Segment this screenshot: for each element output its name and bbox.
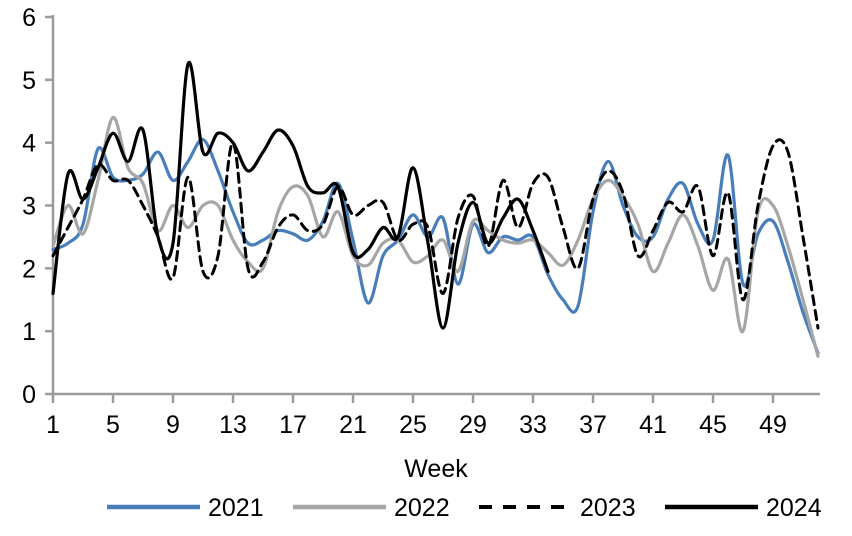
series-line-2024 bbox=[51, 60, 550, 330]
y-tick-label: 6 bbox=[22, 4, 36, 32]
x-tick-label: 13 bbox=[219, 411, 247, 439]
y-tick-label: 5 bbox=[22, 67, 36, 95]
x-tick-label: 25 bbox=[399, 411, 427, 439]
series-line-2021 bbox=[51, 137, 820, 355]
x-tick-label: 29 bbox=[459, 411, 487, 439]
x-tick-label: 9 bbox=[166, 411, 180, 439]
legend-label: 2021 bbox=[208, 494, 264, 522]
x-tick-label: 37 bbox=[579, 411, 607, 439]
x-tick-label: 21 bbox=[339, 411, 367, 439]
legend-label: 2022 bbox=[394, 494, 450, 522]
legend-item-2023: 2023 bbox=[479, 494, 636, 522]
y-tick-label: 3 bbox=[22, 193, 36, 221]
x-tick-label: 17 bbox=[279, 411, 307, 439]
x-tick-label: 5 bbox=[106, 411, 120, 439]
y-tick-label: 2 bbox=[22, 255, 36, 283]
y-tick-label: 0 bbox=[22, 381, 36, 409]
x-tick-label: 1 bbox=[46, 411, 60, 439]
y-tick-label: 4 bbox=[22, 130, 36, 158]
legend-item-2024: 2024 bbox=[665, 494, 822, 522]
legend: 2021 2022 2023 2024 bbox=[107, 494, 822, 522]
x-tick-label: 45 bbox=[699, 411, 727, 439]
x-tick-label: 33 bbox=[519, 411, 547, 439]
y-tick-label: 1 bbox=[22, 318, 36, 346]
legend-item-2022: 2022 bbox=[293, 494, 450, 522]
x-axis-title: Week bbox=[404, 455, 468, 483]
legend-label: 2023 bbox=[580, 494, 636, 522]
series-line-2023 bbox=[51, 138, 820, 330]
x-tick-label: 49 bbox=[759, 411, 787, 439]
series-lines bbox=[51, 60, 820, 358]
series-line-2022 bbox=[51, 115, 820, 358]
x-tick-label: 41 bbox=[639, 411, 667, 439]
legend-item-2021: 2021 bbox=[107, 494, 264, 522]
legend-label: 2024 bbox=[766, 494, 822, 522]
